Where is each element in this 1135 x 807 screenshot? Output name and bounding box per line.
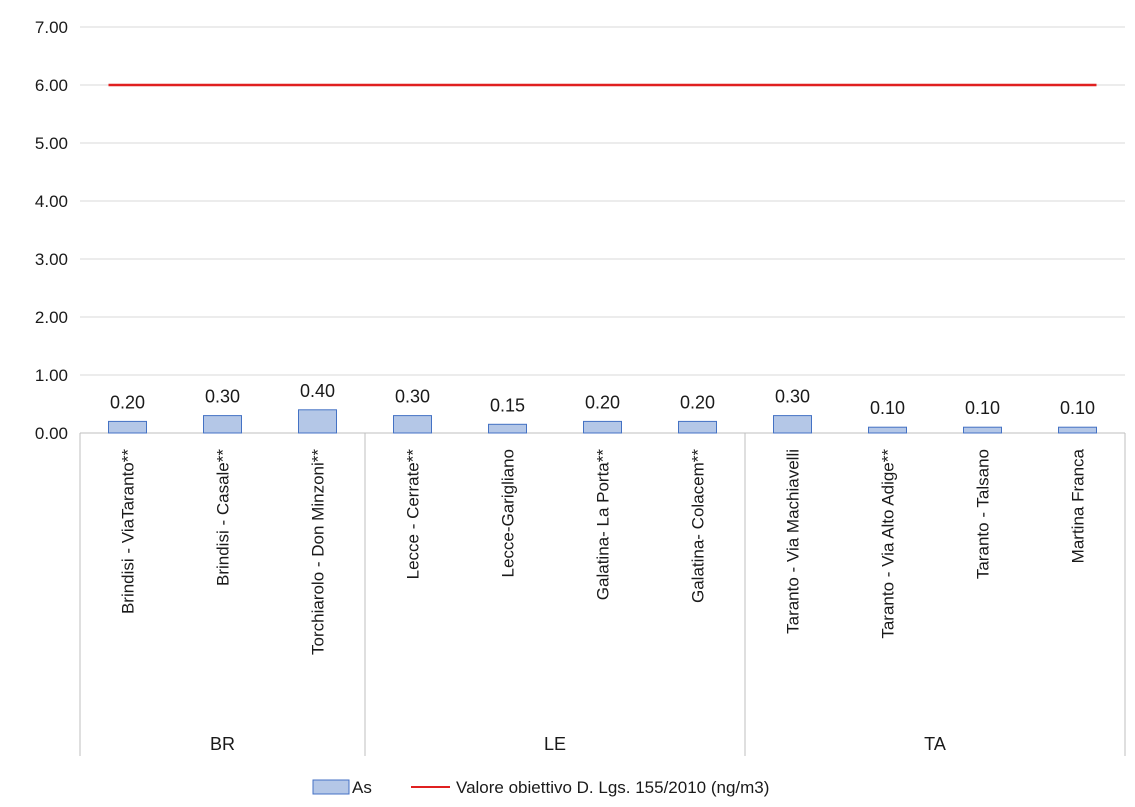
data-label: 0.10 <box>870 398 905 418</box>
category-label: Brindisi - Casale** <box>214 449 233 586</box>
data-label: 0.10 <box>965 398 1000 418</box>
data-label: 0.30 <box>205 387 240 407</box>
y-tick-label: 5.00 <box>35 134 68 153</box>
data-label: 0.10 <box>1060 398 1095 418</box>
group-label: LE <box>544 734 566 754</box>
category-label: Brindisi - ViaTaranto** <box>119 449 138 614</box>
group-label: BR <box>210 734 235 754</box>
bar <box>1058 426 1097 434</box>
data-label: 0.20 <box>110 392 145 412</box>
y-tick-label: 2.00 <box>35 308 68 327</box>
data-label: 0.20 <box>585 392 620 412</box>
category-label: Martina Franca <box>1069 448 1088 563</box>
category-label: Galatina- La Porta** <box>594 449 613 601</box>
category-label: Lecce - Cerrate** <box>404 449 423 580</box>
category-label: Lecce-Garigliano <box>499 449 518 578</box>
legend-label: As <box>352 778 372 797</box>
bar <box>393 415 432 434</box>
y-tick-label: 1.00 <box>35 366 68 385</box>
bar <box>203 415 242 434</box>
bar <box>678 420 717 434</box>
bar <box>583 420 622 434</box>
group-label: TA <box>924 734 946 754</box>
y-tick-label: 0.00 <box>35 424 68 443</box>
data-label: 0.15 <box>490 395 525 415</box>
data-label: 0.30 <box>395 387 430 407</box>
legend-label: Valore obiettivo D. Lgs. 155/2010 (ng/m3… <box>456 778 769 797</box>
data-label: 0.40 <box>300 381 335 401</box>
category-label: Torchiarolo - Don Minzoni** <box>309 449 328 655</box>
category-label: Taranto - Via Alto Adige** <box>879 449 898 639</box>
bar <box>868 426 907 434</box>
legend-swatch-bar <box>312 779 350 795</box>
data-label: 0.30 <box>775 387 810 407</box>
y-tick-label: 3.00 <box>35 250 68 269</box>
bar <box>963 426 1002 434</box>
bar <box>773 415 812 434</box>
bar <box>488 423 527 434</box>
y-tick-label: 7.00 <box>35 18 68 37</box>
category-label: Taranto - Talsano <box>974 449 993 579</box>
data-label: 0.20 <box>680 392 715 412</box>
category-label: Taranto - Via Machiavelli <box>784 449 803 634</box>
bar <box>298 409 337 434</box>
bar <box>108 420 147 434</box>
y-tick-label: 6.00 <box>35 76 68 95</box>
category-label: Galatina- Colacem** <box>689 449 708 603</box>
y-tick-label: 4.00 <box>35 192 68 211</box>
